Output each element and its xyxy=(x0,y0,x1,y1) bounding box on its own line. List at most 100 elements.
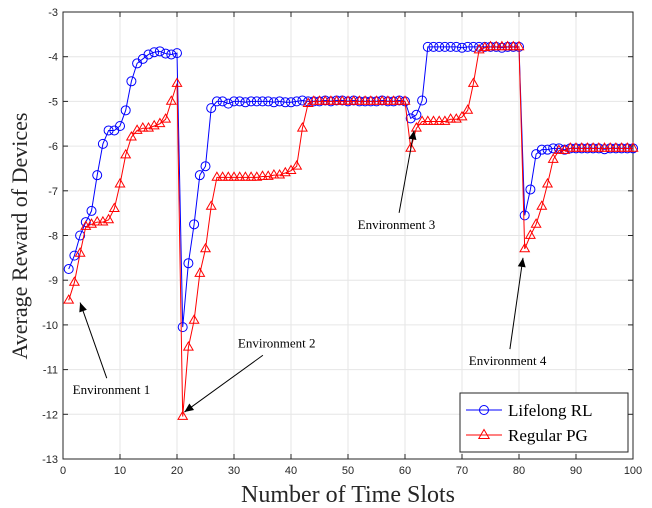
data-point-lifelong-rl xyxy=(405,113,416,124)
data-point-regular-pg xyxy=(194,267,206,277)
annotation-label: Environment 2 xyxy=(238,335,316,350)
annotation-label: Environment 1 xyxy=(73,382,151,397)
data-point-regular-pg xyxy=(570,142,582,152)
data-point-regular-pg xyxy=(114,177,126,188)
data-point-lifelong-rl xyxy=(445,41,456,52)
data-point-regular-pg xyxy=(331,95,343,105)
data-point-regular-pg xyxy=(547,153,559,163)
data-point-regular-pg xyxy=(370,95,383,105)
data-point-lifelong-rl xyxy=(63,264,74,275)
data-point-regular-pg xyxy=(496,40,508,51)
data-point-lifelong-rl xyxy=(97,138,108,149)
data-point-regular-pg xyxy=(365,95,377,105)
data-point-lifelong-rl xyxy=(154,46,165,57)
data-point-regular-pg xyxy=(490,40,502,51)
data-point-regular-pg xyxy=(376,95,388,105)
x-tick-label: 80 xyxy=(513,465,525,477)
data-point-regular-pg xyxy=(291,160,303,170)
data-point-regular-pg xyxy=(587,142,599,152)
data-point-regular-pg xyxy=(462,104,474,114)
data-point-regular-pg xyxy=(348,95,360,105)
data-point-lifelong-rl xyxy=(246,96,257,107)
data-point-regular-pg xyxy=(382,95,394,105)
data-point-lifelong-rl xyxy=(115,120,125,131)
data-point-regular-pg xyxy=(422,115,434,125)
data-point-regular-pg xyxy=(160,113,172,123)
series-regular-pg xyxy=(63,40,639,420)
data-point-regular-pg xyxy=(576,142,588,152)
annotation-arrowhead xyxy=(79,302,87,313)
data-point-regular-pg xyxy=(581,142,593,152)
x-tick-label: 20 xyxy=(171,465,183,477)
annotation-label: Environment 4 xyxy=(469,353,547,368)
data-point-lifelong-rl xyxy=(120,105,131,116)
annotation-arrow xyxy=(184,354,264,413)
data-point-lifelong-rl xyxy=(428,41,439,52)
data-point-regular-pg xyxy=(319,95,331,105)
x-tick-label: 70 xyxy=(456,465,468,477)
data-point-lifelong-rl xyxy=(211,96,222,107)
annotations: Environment 1 Environment 2 Environment 3 E… xyxy=(73,130,547,413)
data-point-lifelong-rl xyxy=(183,258,194,269)
data-point-regular-pg xyxy=(445,113,457,123)
data-point-regular-pg xyxy=(427,115,440,125)
data-point-lifelong-rl xyxy=(194,170,205,181)
data-point-regular-pg xyxy=(125,130,137,141)
data-point-regular-pg xyxy=(325,95,337,105)
data-point-lifelong-rl xyxy=(92,170,103,181)
data-point-regular-pg xyxy=(199,242,212,253)
legend-marker-regular-pg xyxy=(477,428,491,439)
data-point-lifelong-rl xyxy=(280,97,291,108)
data-point-lifelong-rl xyxy=(451,41,462,52)
data-point-regular-pg xyxy=(336,95,348,105)
data-point-lifelong-rl xyxy=(251,96,262,107)
data-point-lifelong-rl xyxy=(200,161,211,172)
x-tick-label: 10 xyxy=(114,465,126,477)
data-point-lifelong-rl xyxy=(257,96,268,107)
data-point-lifelong-rl xyxy=(69,250,80,261)
annotation-arrow xyxy=(398,130,415,213)
data-point-lifelong-rl xyxy=(229,96,239,107)
y-tick-label: -7 xyxy=(48,186,58,198)
data-point-lifelong-rl xyxy=(223,98,234,109)
data-point-regular-pg xyxy=(342,95,354,105)
data-point-regular-pg xyxy=(564,142,576,152)
data-point-regular-pg xyxy=(627,142,639,152)
y-axis-label: Average Reward of Devices xyxy=(7,113,32,360)
data-point-regular-pg xyxy=(313,95,326,105)
data-point-regular-pg xyxy=(399,95,411,105)
data-point-regular-pg xyxy=(530,218,542,228)
data-point-regular-pg xyxy=(171,77,183,87)
data-point-regular-pg xyxy=(120,148,132,159)
data-point-regular-pg xyxy=(388,95,400,105)
y-tick-label: -10 xyxy=(42,320,58,332)
data-point-regular-pg xyxy=(502,40,514,51)
data-point-regular-pg xyxy=(63,294,75,304)
data-point-regular-pg xyxy=(182,341,194,351)
data-point-regular-pg xyxy=(308,95,320,105)
data-point-regular-pg xyxy=(211,171,223,181)
x-tick-label: 50 xyxy=(342,465,354,477)
data-point-lifelong-rl xyxy=(143,49,154,60)
data-point-regular-pg xyxy=(353,95,365,105)
data-point-regular-pg xyxy=(91,215,103,226)
data-point-lifelong-rl xyxy=(177,322,188,333)
data-point-lifelong-rl xyxy=(75,230,86,241)
data-point-lifelong-rl xyxy=(189,219,200,230)
series-line-regular-pg xyxy=(68,46,633,417)
data-point-lifelong-rl xyxy=(439,41,450,52)
data-point-regular-pg xyxy=(188,314,200,324)
data-point-regular-pg xyxy=(359,95,371,105)
data-point-lifelong-rl xyxy=(234,96,245,107)
data-point-regular-pg xyxy=(507,40,519,51)
data-point-lifelong-rl xyxy=(268,97,279,108)
data-point-regular-pg xyxy=(177,410,189,420)
x-tick-label: 40 xyxy=(285,465,297,477)
x-tick-label: 60 xyxy=(399,465,411,477)
y-tick-label: -5 xyxy=(48,96,58,108)
legend-label-lifelong-rl: Lifelong RL xyxy=(508,401,593,420)
data-point-regular-pg xyxy=(467,77,479,87)
legend-box xyxy=(459,392,629,453)
annotation-arrowhead xyxy=(184,403,195,413)
data-point-regular-pg xyxy=(536,200,548,210)
